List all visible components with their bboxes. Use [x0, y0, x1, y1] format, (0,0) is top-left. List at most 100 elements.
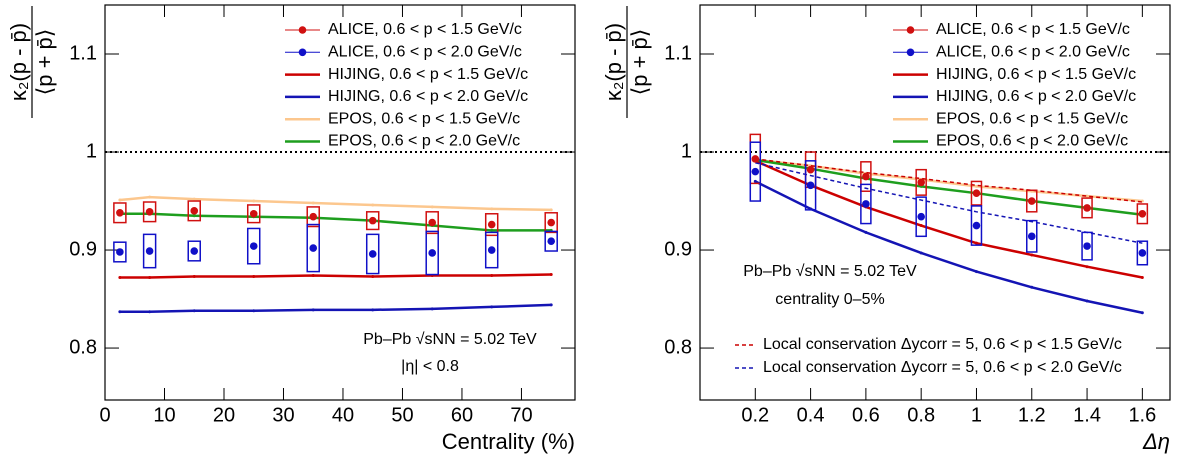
systematic-box: [187, 200, 201, 222]
y-tick-label: 1: [86, 140, 97, 162]
point: [192, 275, 196, 279]
panel: 0.8 0.9 1 1.1 0.2 0.4 0.6 0.8 1 1.2 1.4 1.6 Δη κ₂(p -…: [601, 4, 1171, 454]
legend-label: ALICE, 0.6 < p < 2.0 GeV/c: [936, 44, 1130, 61]
marker: [116, 208, 124, 217]
systematic-box: [365, 211, 380, 231]
marker: [1027, 232, 1036, 241]
point: [864, 230, 868, 234]
marker: [368, 216, 377, 225]
annotation: centrality 0–5%: [775, 291, 884, 308]
point: [252, 199, 256, 203]
marker: [972, 189, 981, 197]
y-tick-label: 1.1: [664, 42, 692, 64]
y-label-denominator: ⟨p + p̄⟩: [32, 29, 57, 96]
marker: [547, 237, 556, 246]
point: [311, 201, 315, 205]
marker: [806, 181, 815, 190]
x-axis-label: Centrality (%): [442, 429, 575, 454]
series-line: [119, 273, 552, 279]
marker: [751, 167, 760, 176]
x-tick-label: 1.2: [1018, 404, 1046, 426]
y-label-numerator: κ₂(p - p̄): [601, 23, 626, 101]
y-tick-label: 0.8: [664, 336, 692, 358]
point: [1085, 299, 1089, 303]
x-tick-label: 70: [510, 404, 532, 426]
point: [252, 309, 256, 313]
legend-label: HIJING, 0.6 < p < 2.0 GeV/c: [936, 88, 1136, 105]
annotation: |η| < 0.8: [401, 358, 459, 375]
legend-label: Local conservation Δycorr = 5, 0.6 < p <…: [763, 336, 1122, 353]
systematic-box: [749, 141, 762, 202]
legend-label: ALICE, 0.6 < p < 1.5 GeV/c: [328, 21, 522, 38]
series-line: [755, 162, 1143, 244]
systematic-box: [1136, 240, 1149, 266]
annotation: Pb–Pb √sNN = 5.02 TeV: [743, 263, 917, 280]
series-line: [119, 303, 552, 314]
x-tick-label: 30: [272, 404, 294, 426]
marker: [190, 247, 199, 255]
series-line: [119, 195, 552, 212]
systematic-box: [1081, 197, 1093, 219]
x-tick-label: 0.6: [852, 404, 880, 426]
systematic-box: [484, 213, 499, 237]
marker: [1027, 197, 1036, 205]
point: [118, 198, 122, 202]
point: [490, 274, 494, 278]
point: [974, 241, 978, 245]
series-line: [755, 158, 1143, 203]
marker: [917, 178, 925, 187]
marker: [249, 242, 258, 250]
point: [118, 275, 122, 279]
point: [311, 274, 315, 278]
systematic-box: [915, 196, 927, 238]
marker: [487, 246, 496, 254]
legend-label: EPOS, 0.6 < p < 2.0 GeV/c: [328, 133, 520, 150]
point: [490, 305, 494, 309]
legend-label: HIJING, 0.6 < p < 1.5 GeV/c: [936, 66, 1136, 83]
systematic-box: [1081, 231, 1093, 261]
marker: [1138, 209, 1147, 218]
series-line: [754, 180, 1143, 314]
systematic-box: [970, 180, 983, 206]
systematic-box: [860, 161, 872, 192]
point: [1030, 285, 1034, 289]
point: [192, 309, 196, 313]
legend-label: EPOS, 0.6 < p < 1.5 GeV/c: [328, 110, 520, 127]
point: [311, 308, 315, 312]
y-tick-label: 0.9: [664, 238, 692, 260]
legend-label: HIJING, 0.6 < p < 1.5 GeV/c: [328, 66, 528, 83]
point: [974, 270, 978, 274]
x-tick-label: 0.2: [741, 404, 769, 426]
systematic-box: [970, 205, 983, 246]
marker: [249, 209, 258, 218]
point: [919, 251, 923, 255]
systematic-box: [246, 227, 261, 265]
point: [1085, 265, 1089, 269]
marker: [972, 221, 981, 230]
point: [118, 310, 122, 314]
series-line: [119, 212, 552, 232]
x-tick-label: 0: [99, 404, 110, 426]
x-axis-label: Δη: [1142, 429, 1170, 454]
y-axis-label: κ₂(p - p̄) ⟨p + p̄⟩: [601, 6, 652, 118]
legend-label: ALICE, 0.6 < p < 2.0 GeV/c: [328, 44, 522, 61]
point: [371, 203, 375, 207]
systematic-box: [246, 204, 261, 224]
point: [490, 228, 494, 232]
marker: [145, 247, 154, 255]
legend-label: EPOS, 0.6 < p < 1.5 GeV/c: [936, 110, 1128, 127]
x-tick-label: 10: [153, 404, 175, 426]
point: [192, 214, 196, 218]
x-tick-label: 0.8: [907, 404, 935, 426]
legend-marker: [298, 48, 307, 57]
point: [549, 303, 553, 307]
point: [148, 275, 152, 279]
point: [252, 275, 256, 279]
marker: [806, 165, 815, 174]
systematic-box: [915, 168, 927, 196]
systematic-box: [425, 211, 439, 235]
legend-marker: [906, 26, 915, 34]
y-tick-label: 1: [681, 140, 692, 162]
point: [192, 197, 196, 201]
